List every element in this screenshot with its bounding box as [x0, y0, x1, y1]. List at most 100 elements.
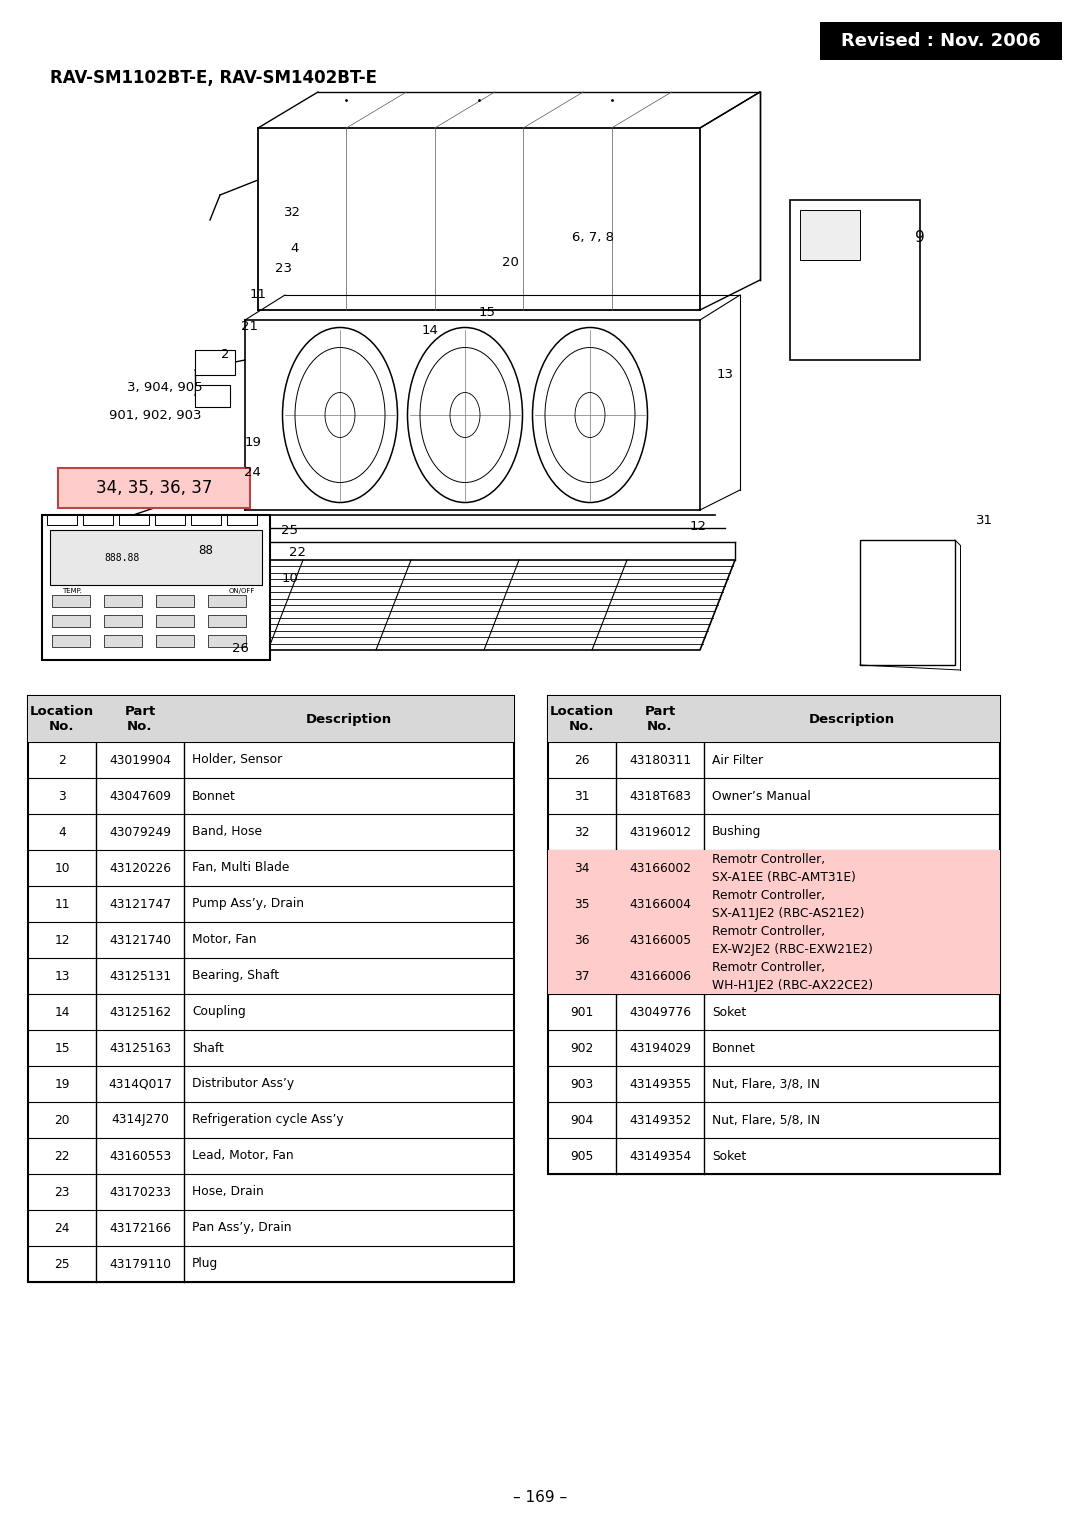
Text: 12: 12: [689, 520, 706, 534]
Text: Soket: Soket: [712, 1150, 746, 1162]
Text: Revised : Nov. 2006: Revised : Nov. 2006: [841, 32, 1041, 50]
Text: 22: 22: [289, 546, 307, 560]
Bar: [83, 515, 113, 525]
Text: Shaft: Shaft: [192, 1042, 224, 1054]
Text: Bonnet: Bonnet: [192, 790, 235, 802]
Bar: [208, 634, 246, 647]
Bar: [208, 615, 246, 627]
Text: 20: 20: [501, 256, 518, 270]
Text: Remotr Controller,: Remotr Controller,: [712, 889, 825, 903]
Text: 15: 15: [478, 305, 496, 319]
Text: 43049776: 43049776: [629, 1005, 691, 1019]
Text: 43170233: 43170233: [109, 1185, 171, 1199]
Text: 4314J270: 4314J270: [111, 1113, 168, 1127]
Text: 32: 32: [575, 825, 590, 839]
Bar: [119, 515, 149, 525]
Text: 43121747: 43121747: [109, 898, 171, 910]
Bar: [548, 849, 1000, 886]
Text: 35: 35: [575, 898, 590, 910]
Text: WH-H1JE2 (RBC-AX22CE2): WH-H1JE2 (RBC-AX22CE2): [712, 979, 873, 991]
Text: 43196012: 43196012: [629, 825, 691, 839]
Text: Description: Description: [306, 712, 392, 726]
Bar: [156, 634, 194, 647]
Bar: [156, 595, 194, 607]
Bar: [860, 540, 955, 665]
Bar: [820, 21, 1062, 59]
Text: 24: 24: [54, 1222, 70, 1235]
Text: 34: 34: [575, 862, 590, 874]
Text: 23: 23: [274, 261, 292, 274]
Text: SX-A11JE2 (RBC-AS21E2): SX-A11JE2 (RBC-AS21E2): [712, 906, 864, 920]
Text: 2: 2: [58, 753, 66, 767]
Bar: [548, 958, 1000, 994]
Text: Bushing: Bushing: [712, 825, 761, 839]
Text: 3, 904, 905: 3, 904, 905: [127, 381, 203, 393]
Bar: [800, 210, 860, 259]
Text: Pump Ass’y, Drain: Pump Ass’y, Drain: [192, 898, 303, 910]
Text: 6, 7, 8: 6, 7, 8: [572, 232, 615, 244]
Text: RAV-SM1102BT-E, RAV-SM1402BT-E: RAV-SM1102BT-E, RAV-SM1402BT-E: [50, 69, 377, 87]
Text: 19: 19: [244, 436, 261, 450]
Text: Lead, Motor, Fan: Lead, Motor, Fan: [192, 1150, 294, 1162]
Bar: [227, 515, 257, 525]
Text: 15: 15: [54, 1042, 70, 1054]
Text: 43120226: 43120226: [109, 862, 171, 874]
Text: Part
No.: Part No.: [124, 705, 156, 734]
Text: 37: 37: [575, 970, 590, 982]
Text: 4: 4: [58, 825, 66, 839]
Text: 25: 25: [282, 523, 298, 537]
Text: 22: 22: [54, 1150, 70, 1162]
Text: 32: 32: [283, 206, 300, 218]
Text: 43166002: 43166002: [629, 862, 691, 874]
Text: 43149352: 43149352: [629, 1113, 691, 1127]
Text: – 169 –: – 169 –: [513, 1490, 567, 1505]
Bar: [208, 595, 246, 607]
Text: 43121740: 43121740: [109, 933, 171, 947]
Text: 4314Q017: 4314Q017: [108, 1078, 172, 1090]
Text: Remotr Controller,: Remotr Controller,: [712, 854, 825, 866]
Text: 13: 13: [716, 369, 733, 381]
Bar: [104, 634, 141, 647]
Bar: [52, 634, 90, 647]
Text: 904: 904: [570, 1113, 594, 1127]
Bar: [52, 615, 90, 627]
Text: 2: 2: [220, 349, 229, 361]
Text: Part
No.: Part No.: [645, 705, 676, 734]
Bar: [548, 923, 1000, 958]
Text: 14: 14: [421, 323, 438, 337]
Text: Remotr Controller,: Remotr Controller,: [712, 926, 825, 938]
Text: Air Filter: Air Filter: [712, 753, 764, 767]
Bar: [548, 695, 1000, 1174]
Text: Band, Hose: Band, Hose: [192, 825, 262, 839]
Text: 20: 20: [54, 1113, 70, 1127]
Text: Nut, Flare, 5/8, IN: Nut, Flare, 5/8, IN: [712, 1113, 820, 1127]
Text: 43149355: 43149355: [629, 1078, 691, 1090]
Text: 88: 88: [199, 543, 214, 557]
Text: 902: 902: [570, 1042, 594, 1054]
Text: 36: 36: [575, 933, 590, 947]
Bar: [548, 695, 1000, 743]
Text: 25: 25: [54, 1258, 70, 1270]
Bar: [789, 200, 920, 360]
Text: Owner’s Manual: Owner’s Manual: [712, 790, 811, 802]
Bar: [191, 515, 221, 525]
Text: 43166005: 43166005: [629, 933, 691, 947]
Text: Distributor Ass’y: Distributor Ass’y: [192, 1078, 294, 1090]
Text: 14: 14: [54, 1005, 70, 1019]
Text: 903: 903: [570, 1078, 594, 1090]
Text: Refrigeration cycle Ass’y: Refrigeration cycle Ass’y: [192, 1113, 343, 1127]
Text: 3: 3: [58, 790, 66, 802]
Text: 901, 902, 903: 901, 902, 903: [109, 409, 201, 421]
Text: Motor, Fan: Motor, Fan: [192, 933, 257, 947]
Text: 43194029: 43194029: [629, 1042, 691, 1054]
Bar: [58, 468, 249, 508]
Bar: [156, 615, 194, 627]
Text: 21: 21: [242, 320, 258, 332]
Bar: [156, 515, 185, 525]
Text: 43180311: 43180311: [629, 753, 691, 767]
Text: 4: 4: [291, 241, 299, 255]
Text: Nut, Flare, 3/8, IN: Nut, Flare, 3/8, IN: [712, 1078, 820, 1090]
Text: Holder, Sensor: Holder, Sensor: [192, 753, 282, 767]
Bar: [548, 886, 1000, 923]
Text: 10: 10: [54, 862, 70, 874]
